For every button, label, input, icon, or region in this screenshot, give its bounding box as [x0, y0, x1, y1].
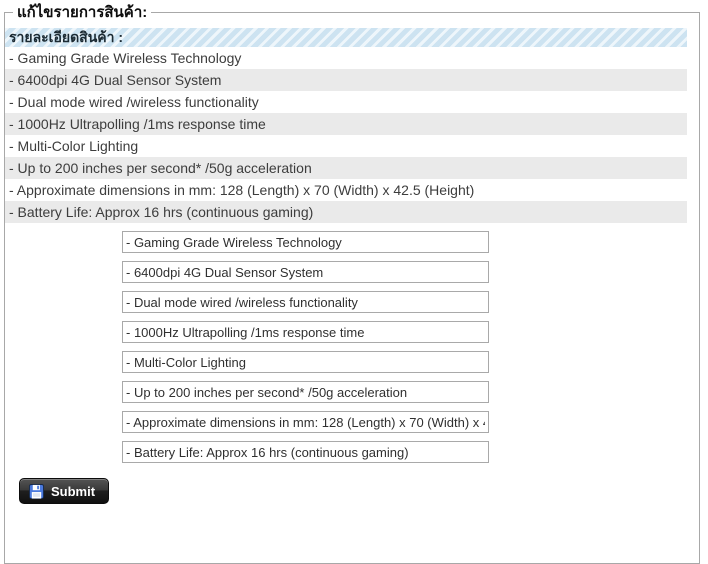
submit-button[interactable]: Submit [19, 478, 110, 504]
panel-content: รายละเอียดสินค้า : - Gaming Grade Wirele… [5, 28, 687, 504]
feature-input-stack [122, 231, 687, 463]
feature-list: - Gaming Grade Wireless Technology - 640… [5, 47, 687, 223]
floppy-disk-icon [29, 483, 44, 499]
edit-product-panel: แก้ไขรายการสินค้า: รายละเอียดสินค้า : - … [4, 4, 700, 564]
feature-input-8[interactable] [122, 441, 489, 463]
feature-input-7[interactable] [122, 411, 489, 433]
feature-input-1[interactable] [122, 231, 489, 253]
feature-row: - Dual mode wired /wireless functionalit… [5, 91, 687, 113]
feature-row: - 6400dpi 4G Dual Sensor System [5, 69, 687, 91]
feature-row: - Approximate dimensions in mm: 128 (Len… [5, 179, 687, 201]
feature-input-5[interactable] [122, 351, 489, 373]
feature-row: - 1000Hz Ultrapolling /1ms response time [5, 113, 687, 135]
feature-row: - Gaming Grade Wireless Technology [5, 47, 687, 69]
feature-row: - Multi-Color Lighting [5, 135, 687, 157]
feature-input-3[interactable] [122, 291, 489, 313]
feature-input-6[interactable] [122, 381, 489, 403]
product-details-header: รายละเอียดสินค้า : [5, 28, 687, 47]
feature-input-4[interactable] [122, 321, 489, 343]
feature-input-2[interactable] [122, 261, 489, 283]
submit-button-label: Submit [51, 483, 96, 499]
feature-row: - Battery Life: Approx 16 hrs (continuou… [5, 201, 687, 223]
panel-title: แก้ไขรายการสินค้า: [17, 4, 148, 21]
feature-row: - Up to 200 inches per second* /50g acce… [5, 157, 687, 179]
